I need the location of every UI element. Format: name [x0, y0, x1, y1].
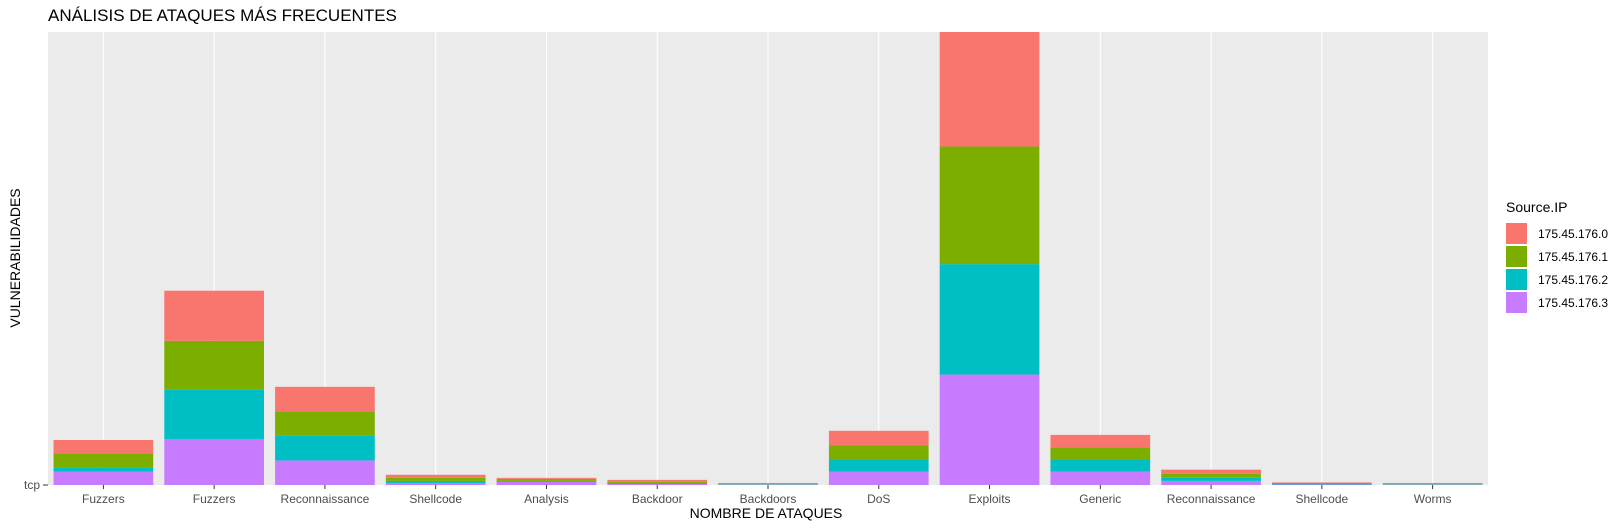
- legend-title: Source.IP: [1506, 199, 1567, 215]
- x-tick-label: Exploits: [969, 492, 1011, 506]
- bar-segment: [1050, 447, 1151, 460]
- bar-segment: [1161, 480, 1261, 485]
- bar-segment: [1050, 471, 1151, 485]
- bar-segment: [607, 479, 708, 482]
- bar-segment: [385, 477, 486, 481]
- legend-swatch: [1506, 246, 1527, 267]
- bar-segment: [939, 32, 1040, 147]
- bar-segment: [1272, 484, 1372, 485]
- bar-segment: [496, 477, 597, 479]
- bars: [53, 32, 1483, 485]
- x-tick-label: Analysis: [524, 492, 569, 506]
- x-tick-label: Fuzzers: [193, 492, 236, 506]
- bar-segment: [275, 460, 375, 485]
- bar-segment: [53, 440, 154, 454]
- bar-segment: [1161, 469, 1261, 474]
- bar-segment: [496, 481, 597, 485]
- legend-label: 175.45.176.0: [1538, 227, 1608, 241]
- x-tick-label: Worms: [1414, 492, 1452, 506]
- bar-segment: [164, 340, 264, 390]
- bar-segment: [828, 445, 929, 460]
- bar-segment: [828, 459, 929, 472]
- bar-segment: [53, 453, 154, 468]
- legend: Source.IP 175.45.176.0 175.45.176.1 175.45…: [1506, 199, 1608, 313]
- x-axis-title: NOMBRE DE ATAQUES: [690, 505, 843, 521]
- bar-segment: [828, 471, 929, 485]
- y-axis-title: VULNERABILIDADES: [7, 188, 23, 327]
- bar-segment: [385, 480, 486, 483]
- bar-segment: [607, 483, 708, 485]
- bar-segment: [607, 482, 708, 484]
- bar-segment: [939, 374, 1040, 485]
- bar-segment: [496, 478, 597, 481]
- x-tick-label: Backdoors: [740, 492, 797, 506]
- bar-segment: [1382, 483, 1483, 485]
- bar-segment: [1272, 482, 1372, 483]
- bar-segment: [385, 474, 486, 478]
- x-tick-label: Generic: [1079, 492, 1121, 506]
- legend-swatch: [1506, 292, 1527, 313]
- legend-label: 175.45.176.3: [1538, 296, 1608, 310]
- x-tick-label: Shellcode: [1295, 492, 1348, 506]
- bar-segment: [275, 386, 375, 412]
- legend-label: 175.45.176.1: [1538, 250, 1608, 264]
- bar-segment: [164, 290, 264, 341]
- bar-segment: [385, 482, 486, 485]
- bar-segment: [828, 430, 929, 446]
- bar-segment: [939, 264, 1040, 375]
- x-tick-label: Fuzzers: [82, 492, 125, 506]
- bar-segment: [1382, 482, 1483, 484]
- bar-segment: [1050, 459, 1151, 472]
- y-axis: tcp: [24, 478, 48, 492]
- bar-segment: [53, 471, 154, 485]
- bar-segment: [1050, 434, 1151, 448]
- bar-segment: [607, 481, 708, 483]
- bar-segment: [496, 480, 597, 482]
- chart-title: ANÁLISIS DE ATAQUES MÁS FRECUENTES: [48, 6, 397, 25]
- bar-segment: [53, 467, 154, 472]
- bar-segment: [1161, 473, 1261, 478]
- x-tick-label: Backdoor: [632, 492, 683, 506]
- x-axis: Fuzzers Fuzzers Reconnaissance Shellcode Ana…: [82, 485, 1452, 506]
- y-tick-label: tcp: [24, 478, 40, 492]
- bar-segment: [718, 483, 818, 485]
- bar-segment: [1272, 483, 1372, 485]
- bar-segment: [275, 411, 375, 436]
- legend-swatch: [1506, 269, 1527, 290]
- bar-segment: [718, 482, 818, 484]
- bar-segment: [164, 389, 264, 439]
- x-tick-label: DoS: [867, 492, 890, 506]
- x-tick-label: Reconnaissance: [281, 492, 370, 506]
- bar-segment: [1161, 477, 1261, 481]
- legend-label: 175.45.176.2: [1538, 273, 1608, 287]
- bar-segment: [164, 438, 264, 485]
- bar-segment: [1272, 482, 1372, 484]
- legend-swatch: [1506, 223, 1527, 244]
- x-tick-label: Reconnaissance: [1167, 492, 1256, 506]
- x-tick-label: Shellcode: [409, 492, 462, 506]
- bar-segment: [275, 435, 375, 461]
- bar-segment: [939, 146, 1040, 265]
